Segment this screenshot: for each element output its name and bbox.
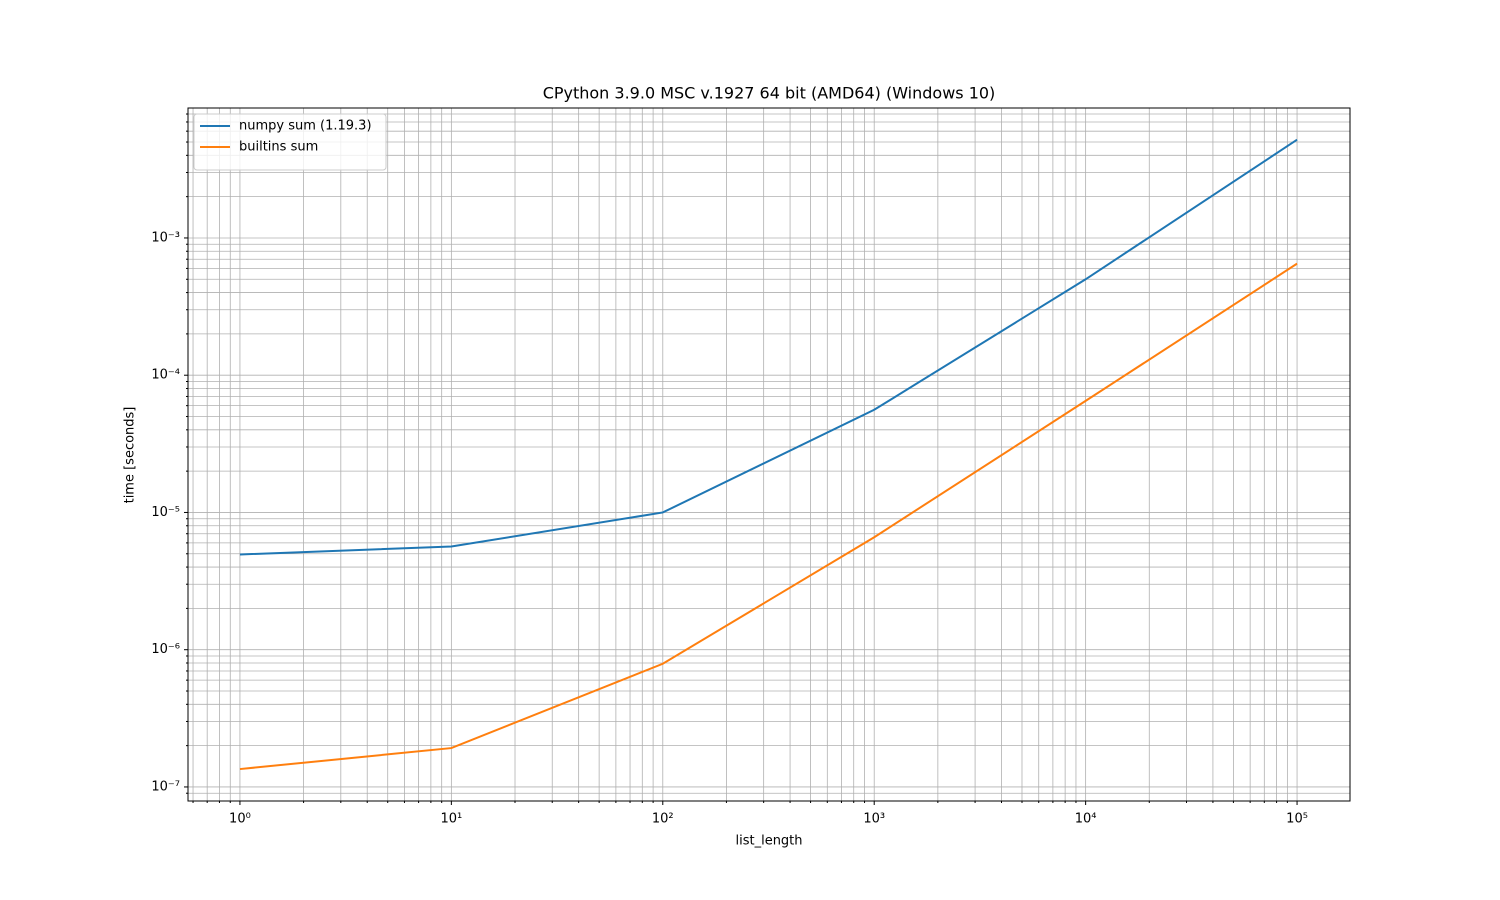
x-tick-label: 10⁵ (1286, 812, 1308, 827)
legend-label: builtins sum (239, 140, 318, 155)
data-line (239, 262, 1298, 771)
x-tick-label: 10¹ (440, 812, 462, 827)
x-tick-label: 10⁰ (229, 812, 251, 827)
data-line (239, 138, 1298, 556)
y-tick-label: 10⁻⁴ (151, 368, 180, 383)
chart-title: CPython 3.9.0 MSC v.1927 64 bit (AMD64) … (543, 84, 996, 103)
y-axis-label: time [seconds] (123, 407, 138, 504)
x-tick-label: 10⁴ (1075, 812, 1097, 827)
y-tick-label: 10⁻⁷ (151, 779, 180, 794)
y-tick-label: 10⁻⁶ (151, 642, 180, 657)
x-tick-label: 10³ (863, 812, 885, 827)
legend-label: numpy sum (1.19.3) (239, 119, 372, 134)
y-tick-label: 10⁻⁵ (151, 505, 180, 520)
legend-box (193, 113, 387, 171)
x-axis-label: list_length (735, 834, 802, 849)
y-tick-label: 10⁻³ (151, 230, 180, 245)
x-tick-label: 10² (652, 812, 674, 827)
plot-frame (187, 107, 1351, 802)
